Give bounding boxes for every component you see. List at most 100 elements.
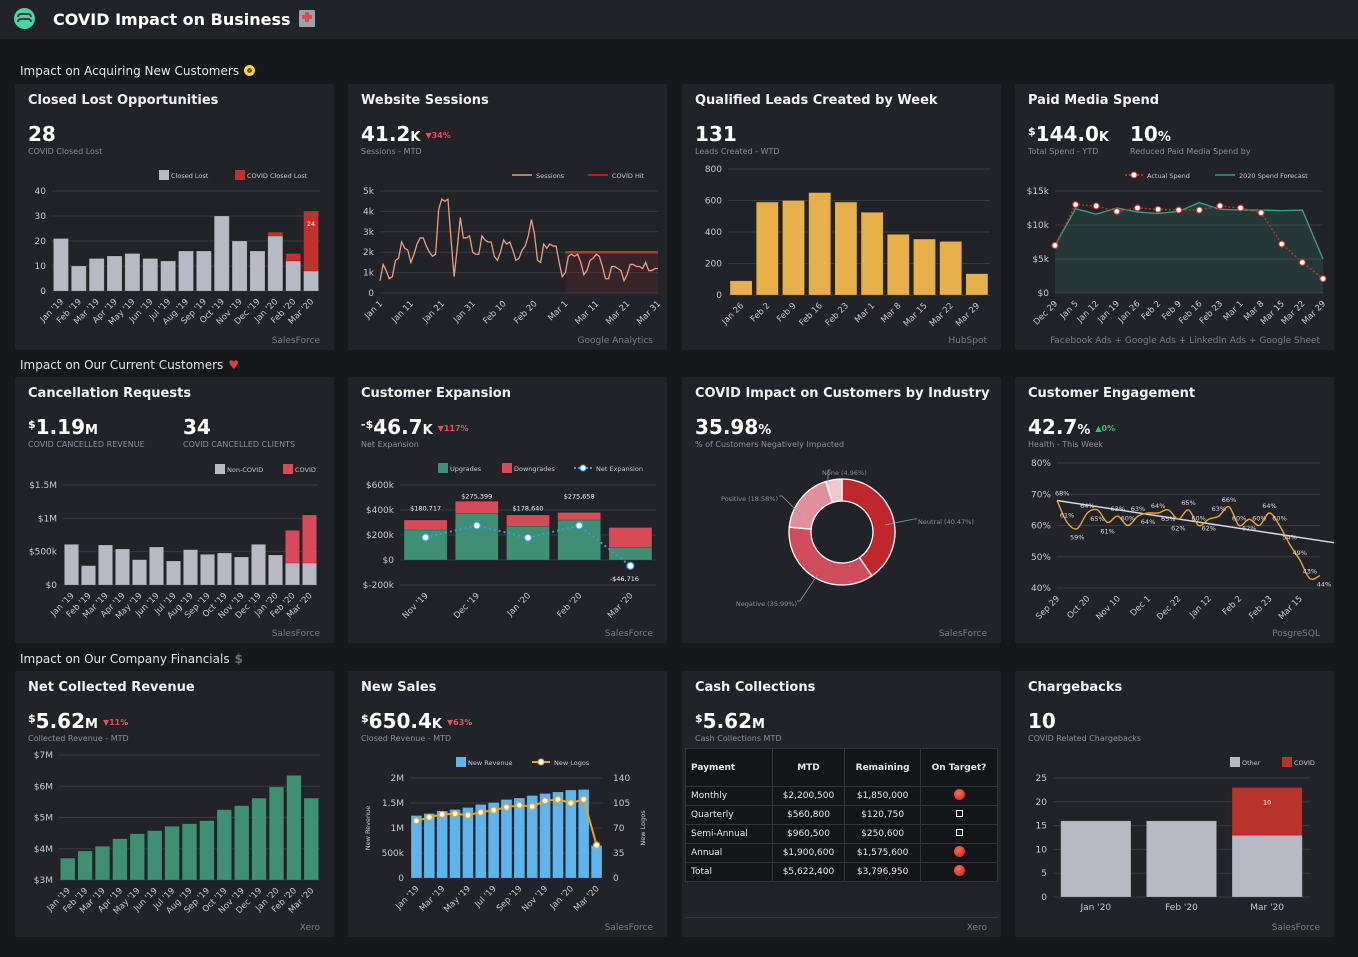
card-cash-collections: Cash Collections $5.62M Cash Collections M… bbox=[682, 671, 1001, 937]
bar-value bbox=[164, 825, 180, 881]
bar-non-covid bbox=[285, 562, 300, 586]
point-label: 64% bbox=[1080, 502, 1094, 510]
legend-label: Non-COVID bbox=[227, 466, 263, 474]
x-tick-label: Feb 2 bbox=[1221, 594, 1244, 617]
kpi-prefix: $ bbox=[361, 712, 369, 725]
x-tick-label: Jan '20 bbox=[548, 884, 576, 912]
kpi-label: COVID CANCELLED CLIENTS bbox=[183, 440, 296, 449]
sunflower-icon bbox=[244, 65, 256, 76]
actual-spend-point bbox=[1257, 209, 1265, 217]
kpi-unit: K bbox=[410, 130, 421, 145]
table-cell-mtd: $560,800 bbox=[771, 805, 846, 825]
point-label: $180,717 bbox=[410, 504, 441, 512]
x-tick-label: Mar 15 bbox=[1277, 594, 1305, 622]
x-tick-label: Mar 11 bbox=[573, 299, 601, 327]
card-covid-impact-on-customers-by-industry: COVID Impact on Customers by Industry 35.… bbox=[682, 377, 1001, 643]
kpi-value: 46.7 bbox=[373, 415, 423, 439]
kpi: 10 COVID Related Chargebacks bbox=[1028, 709, 1141, 743]
waves-logo-icon[interactable] bbox=[14, 8, 35, 29]
kpi-value: 144.0 bbox=[1035, 122, 1099, 146]
kpi-prefix: $ bbox=[1028, 125, 1036, 138]
x-tick-label: Jan 11 bbox=[389, 299, 416, 326]
bar-value bbox=[286, 775, 302, 881]
kpi-label: Total Spend - YTD bbox=[1028, 147, 1099, 156]
sessions-line bbox=[379, 198, 658, 283]
x-tick-label: Feb 2 bbox=[749, 301, 772, 324]
y-tick-label: $600k bbox=[366, 481, 395, 491]
bar-value bbox=[808, 192, 832, 296]
x-tick-label: Nov '19 bbox=[401, 591, 431, 621]
table-cell-mtd: $2,200,500 bbox=[771, 786, 846, 806]
divider bbox=[685, 917, 998, 918]
actual-spend-point bbox=[1319, 275, 1327, 283]
point-label: 63% bbox=[1212, 505, 1226, 513]
bar-non-covid bbox=[302, 562, 317, 586]
bar-upgrades bbox=[454, 513, 499, 561]
kpi-value: 34 bbox=[183, 415, 211, 439]
bar-closed-lost bbox=[249, 250, 266, 292]
y-tick-label: 70% bbox=[1031, 490, 1051, 500]
bar-new-revenue bbox=[475, 804, 487, 879]
bar-non-covid bbox=[132, 559, 147, 586]
actual-spend-point bbox=[1113, 207, 1121, 216]
kpi-label: COVID Related Chargebacks bbox=[1028, 734, 1142, 743]
x-tick-label: Feb 20 bbox=[512, 299, 539, 326]
bar-value bbox=[129, 833, 145, 881]
kpi-value: 650.4 bbox=[368, 709, 432, 733]
legend-swatch bbox=[438, 463, 448, 473]
section-title-text: Impact on Acquiring New Customers bbox=[20, 64, 240, 78]
line-point bbox=[575, 521, 584, 530]
card-new-sales: New Sales $650.4K ▼63% Closed Revenue - MTD… bbox=[348, 671, 667, 937]
line-point bbox=[541, 797, 549, 805]
kpi: $650.4K ▼63% Closed Revenue - MTD bbox=[361, 709, 472, 743]
actual-spend-point bbox=[1154, 205, 1162, 213]
kpi-unit: % bbox=[758, 423, 772, 438]
actual-spend-point bbox=[1175, 206, 1183, 214]
kpi-unit: M bbox=[85, 423, 98, 438]
table-cell-remaining: $120,750 bbox=[844, 805, 921, 825]
line-point bbox=[451, 810, 459, 818]
actual-spend-point bbox=[1298, 258, 1306, 266]
table-cell-remaining: $1,850,000 bbox=[844, 786, 921, 806]
x-tick-label: Mar 1 bbox=[1222, 299, 1246, 323]
table-cell-on-target bbox=[920, 843, 998, 863]
bar-new-revenue bbox=[462, 807, 474, 879]
point-label: 60% bbox=[1121, 515, 1135, 523]
kpi-label: Closed Revenue - MTD bbox=[361, 734, 452, 743]
point-label: 59% bbox=[1070, 534, 1084, 542]
card-title: COVID Impact on Customers by Industry bbox=[695, 386, 990, 401]
bar-new-revenue bbox=[436, 810, 448, 879]
legend-label: Sessions bbox=[536, 172, 565, 180]
table-cell-payment: Semi-Annual bbox=[685, 824, 773, 844]
kpi: 42.7% ▲0% Health - This Week bbox=[1028, 415, 1115, 449]
data-label: 10 bbox=[1263, 799, 1271, 807]
actual-spend-point bbox=[1092, 202, 1100, 210]
bar-non-covid bbox=[98, 544, 113, 586]
bar-closed-lost bbox=[196, 250, 212, 292]
y-tick-label: $-200k bbox=[363, 581, 395, 591]
bar-non-covid bbox=[234, 556, 249, 586]
data-source-label: SalesForce bbox=[604, 629, 653, 639]
table-row: Semi-Annual $960,500 $250,600 bbox=[685, 824, 998, 844]
card-customer-expansion: Customer Expansion -$46.7K ▼117% Net Expans… bbox=[348, 377, 667, 643]
point-label: 64% bbox=[1151, 502, 1165, 510]
card-title: Cancellation Requests bbox=[28, 386, 192, 401]
bar-value bbox=[216, 809, 232, 881]
legend-label: Downgrades bbox=[514, 465, 555, 473]
y-tick-label: 0 bbox=[398, 874, 404, 884]
line-point bbox=[567, 799, 575, 807]
bar-value bbox=[268, 786, 285, 881]
data-label: 24 bbox=[307, 220, 315, 228]
kpi-unit: M bbox=[752, 717, 765, 732]
point-label: 43% bbox=[1303, 568, 1317, 576]
bar-value bbox=[112, 838, 128, 881]
x-tick-label: Jan '19 bbox=[393, 884, 421, 912]
table-header-cell: On Target? bbox=[920, 748, 998, 787]
x-tick-label: May '19 bbox=[442, 884, 473, 915]
card-cancellation-requests: Cancellation Requests $1.19M COVID CANCELL… bbox=[15, 377, 334, 643]
card-chargebacks: Chargebacks 10 COVID Related Chargebacks 0 5… bbox=[1015, 671, 1334, 937]
y-tick-label: $1.5M bbox=[29, 481, 57, 491]
bar-new-revenue bbox=[539, 793, 551, 879]
